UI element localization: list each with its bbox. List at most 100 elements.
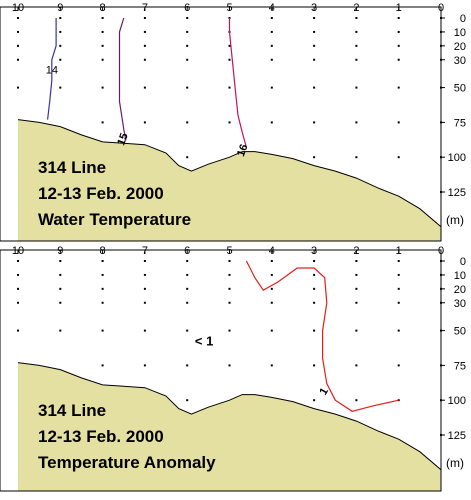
station-dot	[397, 273, 400, 276]
depth-tick-label: 20	[454, 41, 466, 53]
station-dot	[270, 287, 273, 290]
station-dot	[186, 44, 189, 47]
station-dot	[355, 301, 358, 304]
chart-title-line: 314 Line	[38, 401, 106, 420]
station-dot	[143, 260, 146, 262]
station-dot	[355, 260, 358, 262]
station-dot	[59, 17, 62, 19]
station-dot	[186, 287, 189, 290]
chart-title-line: 12-13 Feb. 2000	[38, 184, 164, 203]
depth-unit-label: (m)	[446, 456, 464, 470]
station-dot	[313, 58, 316, 61]
depth-tick-label: 75	[454, 117, 466, 129]
station-dot	[313, 399, 316, 402]
station-dot	[143, 58, 146, 61]
station-dot	[313, 121, 316, 124]
station-dot	[397, 364, 400, 367]
station-dot	[228, 260, 231, 262]
station-dot	[270, 301, 273, 304]
chart-panel-2: 1< 110987654321001020305075100125(m)314 …	[0, 245, 466, 492]
station-dot	[397, 58, 400, 61]
station-dot	[143, 287, 146, 290]
station-dot	[270, 260, 273, 262]
depth-tick-label: 0	[460, 256, 466, 268]
station-dot	[313, 156, 316, 159]
station-dot	[228, 86, 231, 89]
station-dot	[270, 44, 273, 47]
station-dot	[270, 273, 273, 276]
station-dot	[143, 44, 146, 47]
station-dot	[186, 329, 189, 332]
station-dot	[313, 86, 316, 89]
annotation: < 1	[195, 334, 213, 349]
station-dot	[397, 287, 400, 290]
station-dot	[397, 156, 400, 159]
station-dot	[59, 260, 62, 262]
contour-line	[118, 17, 127, 141]
station-label: 3	[311, 2, 317, 14]
station-dot	[397, 301, 400, 304]
station-dot	[270, 58, 273, 61]
depth-tick-label: 75	[454, 360, 466, 372]
station-dot	[17, 17, 19, 19]
station-dot	[355, 399, 358, 402]
contour-label: 16	[235, 143, 250, 159]
station-dot	[101, 260, 104, 262]
depth-tick-label: 125	[448, 430, 466, 442]
station-dot	[186, 399, 189, 402]
depth-tick-label: 50	[454, 326, 466, 338]
station-label: 10	[12, 2, 24, 14]
station-label: 1	[396, 245, 402, 257]
station-dot	[313, 329, 316, 332]
station-dot	[59, 287, 62, 290]
station-dot	[270, 364, 273, 367]
chart-title-line: 314 Line	[38, 158, 106, 177]
station-dot	[101, 364, 104, 367]
contour-label: 15	[115, 131, 130, 147]
chart-title-line: Temperature Anomaly	[38, 453, 216, 472]
depth-unit-label: (m)	[446, 213, 464, 227]
station-dot	[270, 121, 273, 124]
contour-line	[245, 260, 399, 412]
depth-tick-label: 30	[454, 298, 466, 310]
station-dot	[101, 287, 104, 290]
station-dot	[313, 301, 316, 304]
station-dot	[228, 329, 231, 332]
station-dot	[186, 86, 189, 89]
station-dot	[17, 30, 19, 33]
depth-tick-label: 50	[454, 83, 466, 95]
depth-tick-label: 30	[454, 55, 466, 67]
station-dot	[143, 30, 146, 33]
station-dot	[228, 364, 231, 367]
station-dot	[228, 58, 231, 61]
depth-tick-label: 100	[448, 152, 466, 164]
station-dot	[101, 121, 104, 124]
depth-tick-label: 125	[448, 187, 466, 199]
station-dot	[397, 30, 400, 33]
station-dot	[355, 30, 358, 33]
station-label: 5	[226, 245, 232, 257]
station-label: 6	[184, 2, 190, 14]
depth-tick-label: 20	[454, 284, 466, 296]
contour-label: 14	[46, 65, 58, 77]
station-dot	[186, 156, 189, 159]
station-dot	[355, 364, 358, 367]
station-dot	[313, 260, 316, 262]
station-dot	[313, 287, 316, 290]
station-dot	[270, 86, 273, 89]
station-dot	[186, 17, 189, 19]
station-dot	[59, 44, 62, 47]
station-dot	[313, 30, 316, 33]
station-label: 7	[142, 245, 148, 257]
station-dot	[101, 273, 104, 276]
depth-tick-label: 10	[454, 270, 466, 282]
station-dot	[355, 44, 358, 47]
station-dot	[397, 17, 400, 19]
station-dot	[17, 287, 19, 290]
station-dot	[397, 121, 400, 124]
station-dot	[355, 58, 358, 61]
station-dot	[143, 364, 146, 367]
station-label: 2	[353, 245, 359, 257]
station-label: 2	[353, 2, 359, 14]
station-dot	[186, 301, 189, 304]
